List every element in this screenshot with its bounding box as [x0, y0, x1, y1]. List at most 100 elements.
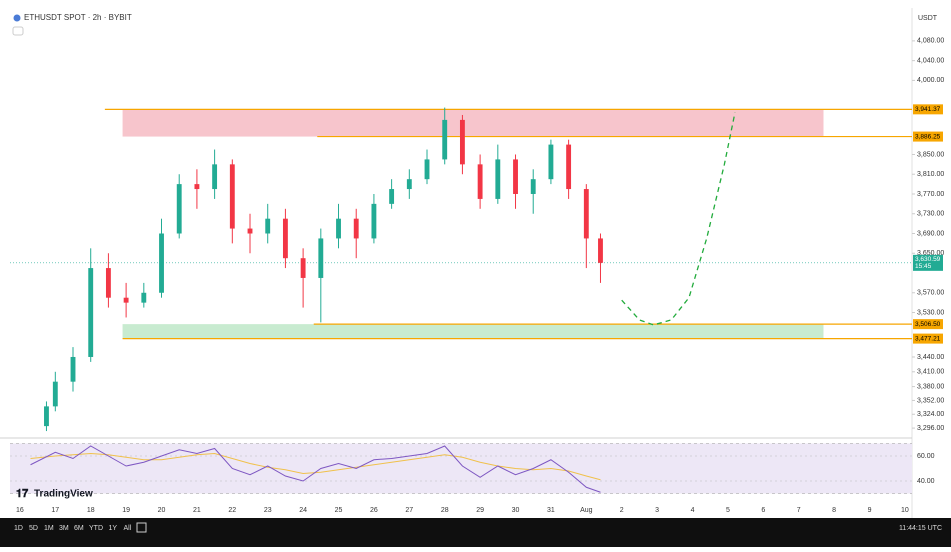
candle-body	[282, 218, 288, 259]
candle-body	[70, 356, 76, 382]
y-tick-label: 3,324.00	[917, 411, 944, 418]
x-tick-label: 21	[193, 507, 201, 514]
x-tick-label: 26	[370, 507, 378, 514]
candle-body	[459, 119, 465, 165]
rsi-line	[30, 452, 601, 481]
candle-body	[123, 297, 129, 303]
x-tick-label: 16	[16, 507, 24, 514]
range-button[interactable]: YTD	[89, 525, 103, 532]
x-tick-label: 30	[512, 507, 520, 514]
candle-body	[44, 406, 49, 427]
symbol-icon	[13, 14, 21, 22]
y-tick-label: 60.00	[917, 453, 935, 460]
range-button[interactable]: 1M	[44, 525, 54, 532]
candle-body	[424, 159, 430, 180]
candle-body	[583, 189, 589, 239]
x-tick-label: Aug	[580, 507, 593, 514]
candle-body	[513, 159, 518, 194]
date-picker[interactable]	[136, 522, 147, 533]
y-tick-label: 4,080.00	[917, 38, 944, 45]
brand-logo[interactable]: 𝟏𝟕	[16, 488, 29, 500]
candle-body	[598, 238, 603, 263]
candle-body	[194, 184, 200, 190]
brand[interactable]: TradingView	[34, 489, 93, 500]
y-tick-label: 3,352.00	[917, 397, 944, 404]
y-tick-label: 3,730.00	[917, 211, 944, 218]
y-tick-label: 3,650.00	[917, 250, 944, 257]
range-button[interactable]: 6M	[74, 525, 84, 532]
y-tick-label: 40.00	[917, 478, 935, 485]
candle-body	[300, 258, 306, 278]
level-label: 3,941.37	[915, 106, 941, 113]
x-tick-label: 10	[901, 507, 909, 514]
x-tick-label: 9	[868, 507, 872, 514]
range-button[interactable]: 1Y	[109, 525, 118, 532]
candle-body	[105, 268, 111, 298]
y-tick-label: 4,000.00	[917, 77, 944, 84]
candle-body	[212, 164, 218, 190]
candle-body	[141, 292, 147, 303]
collapse-button[interactable]	[12, 26, 24, 36]
y-tick-label: 3,850.00	[917, 151, 944, 158]
y-tick-label: 4,040.00	[917, 57, 944, 64]
y-tick-label: 3,410.00	[917, 369, 944, 376]
x-tick-label: 7	[797, 507, 801, 514]
candle-body	[406, 179, 412, 190]
x-tick-label: 29	[476, 507, 484, 514]
projection	[621, 112, 736, 326]
candle-body	[548, 144, 554, 180]
level-badge	[913, 104, 943, 115]
range-button[interactable]: 1D	[14, 525, 23, 532]
x-tick-label: 18	[87, 507, 95, 514]
y-tick-label: 3,440.00	[917, 354, 944, 361]
candle-body	[477, 164, 483, 199]
candle-body	[159, 233, 164, 293]
x-tick-label: 6	[761, 507, 765, 514]
y-tick-label: 3,530.00	[917, 309, 944, 316]
y-tick-label: 3,690.00	[917, 230, 944, 237]
level-label: 3,886.25	[915, 133, 941, 140]
symbol-title[interactable]: ETHUSDT SPOT · 2h · BYBIT	[24, 13, 132, 22]
x-tick-label: 3	[655, 507, 659, 514]
candle-body	[530, 179, 536, 194]
x-tick-label: 17	[51, 507, 59, 514]
candle-body	[88, 268, 94, 357]
candle-body	[371, 203, 377, 239]
x-tick-label: 5	[726, 507, 730, 514]
candle-body	[389, 189, 395, 204]
zone	[122, 324, 824, 339]
x-tick-label: 23	[264, 507, 272, 514]
price-badge	[913, 254, 943, 271]
level-badge	[913, 319, 943, 330]
x-tick-label: 24	[299, 507, 307, 514]
clock: 11:44:15 UTC	[899, 525, 942, 532]
level-badge	[913, 131, 943, 142]
candle-body	[247, 228, 253, 234]
zone	[122, 109, 824, 137]
y-tick-label: 3,570.00	[917, 290, 944, 297]
candle-body	[566, 144, 572, 190]
bottom-bar	[0, 518, 951, 547]
rsi-band	[10, 443, 912, 494]
y-tick-label: 3,380.00	[917, 383, 944, 390]
level-label: 3,506.50	[915, 321, 941, 328]
range-button[interactable]: 3M	[59, 525, 69, 532]
x-tick-label: 22	[228, 507, 236, 514]
x-tick-label: 25	[335, 507, 343, 514]
x-tick-label: 2	[620, 507, 624, 514]
range-button[interactable]: 5D	[29, 525, 38, 532]
x-tick-label: 31	[547, 507, 555, 514]
candle-body	[176, 184, 182, 234]
candle-body	[336, 218, 341, 239]
level-label: 3,477.21	[915, 335, 941, 342]
currency[interactable]: USDT	[918, 15, 938, 22]
y-tick-label: 3,770.00	[917, 191, 944, 198]
candle-body	[318, 238, 324, 278]
x-tick-label: 4	[691, 507, 695, 514]
y-tick-label: 3,810.00	[917, 171, 944, 178]
x-tick-label: 20	[158, 507, 166, 514]
range-button[interactable]: All	[124, 525, 132, 532]
candle-body	[229, 164, 235, 229]
x-tick-label: 19	[122, 507, 130, 514]
